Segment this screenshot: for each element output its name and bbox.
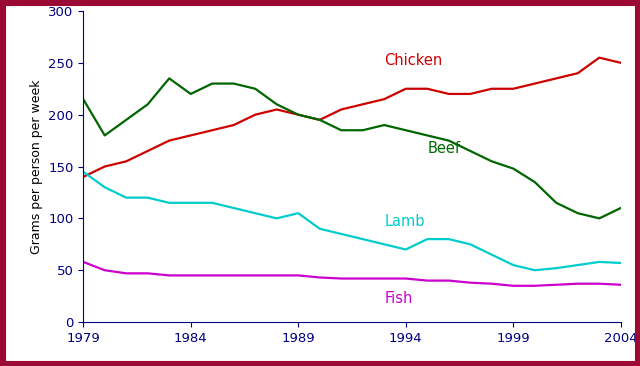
Text: Beef: Beef — [428, 141, 460, 156]
Y-axis label: Grams per person per week: Grams per person per week — [29, 79, 42, 254]
Text: Chicken: Chicken — [384, 53, 442, 68]
Text: Fish: Fish — [384, 291, 413, 306]
Text: Lamb: Lamb — [384, 214, 425, 229]
